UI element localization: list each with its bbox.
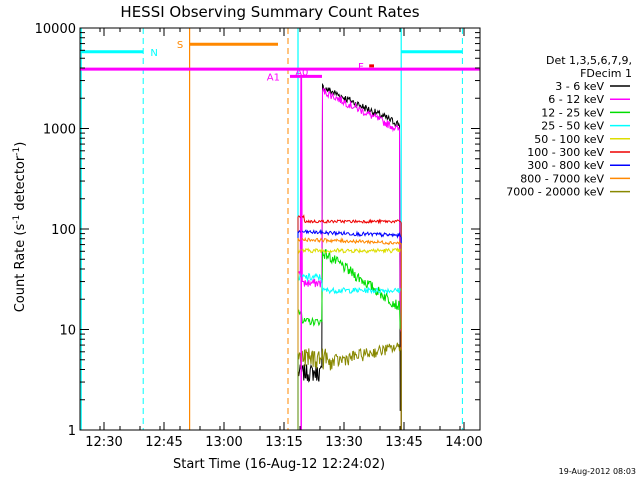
flag-label-n: N xyxy=(150,48,157,59)
series-line-2 xyxy=(297,249,402,330)
y-tick-label-1: 10 xyxy=(59,324,76,339)
x-tick-label-3: 13:15 xyxy=(265,435,302,450)
series-line-3 xyxy=(297,272,402,295)
series-line-1 xyxy=(297,77,402,333)
axes-layer: 12:30 12:45 13:00 13:15 13:30 13:45 14:00 1 10 10… xyxy=(35,22,483,450)
y-tick-label-4: 10000 xyxy=(35,22,76,37)
y-tick-label-3: 1000 xyxy=(43,123,76,138)
x-tick-label-0: 12:30 xyxy=(85,435,122,450)
plot-area xyxy=(80,28,463,430)
y-axis-label: Count Rate (s-1 detector-1) xyxy=(12,142,28,313)
flag-label-s: S xyxy=(177,40,183,51)
legend-label-2: 12 - 25 keV xyxy=(541,106,604,119)
series-layer xyxy=(297,77,402,430)
flag-label-a1: A1 xyxy=(267,72,280,83)
y-axis-label-a: Count Rate (s xyxy=(13,224,28,313)
chart-title: HESSI Observing Summary Count Rates xyxy=(120,3,419,21)
legend-header-1: FDecim 1 xyxy=(580,67,632,80)
x-tick-label-2: 13:00 xyxy=(205,435,242,450)
series-line-8 xyxy=(297,342,402,371)
x-tick-label-4: 13:30 xyxy=(325,435,362,450)
series-line-7 xyxy=(297,236,402,246)
plot-frame xyxy=(79,27,481,431)
x-tick-label-5: 13:45 xyxy=(385,435,422,450)
legend-label-0: 3 - 6 keV xyxy=(555,80,604,93)
legend-header-0: Det 1,3,5,6,7,9, xyxy=(546,54,632,67)
legend-label-4: 50 - 100 keV xyxy=(534,133,604,146)
y-tick-label-2: 100 xyxy=(51,223,76,238)
y-axis-label-sup1: -1 xyxy=(12,215,22,224)
timestamp: 19-Aug-2012 08:03 xyxy=(559,467,636,476)
flag-layer: N S A1 A0 F xyxy=(80,40,480,430)
series-line-6 xyxy=(297,228,402,239)
y-tick-label-0: 1 xyxy=(68,424,76,439)
legend-label-1: 6 - 12 keV xyxy=(548,93,604,106)
legend-label-5: 100 - 300 keV xyxy=(527,146,604,159)
y-axis-label-sup2: -1 xyxy=(12,147,22,156)
x-tick-label-1: 12:45 xyxy=(145,435,182,450)
x-axis-label: Start Time (16-Aug-12 12:24:02) xyxy=(173,457,385,472)
legend-label-8: 7000 - 20000 keV xyxy=(506,186,604,199)
series-line-5 xyxy=(297,214,402,225)
series-line-4 xyxy=(297,247,401,254)
y-axis-label-b: detector xyxy=(13,155,28,215)
flag-label-a0: A0 xyxy=(295,67,308,78)
series-line-0 xyxy=(297,82,402,411)
legend-label-6: 300 - 800 keV xyxy=(527,159,604,172)
legend-label-7: 800 - 7000 keV xyxy=(520,172,604,185)
y-axis-label-c: ) xyxy=(13,142,28,147)
x-tick-label-6: 14:00 xyxy=(445,435,482,450)
legend-label-3: 25 - 50 keV xyxy=(541,120,604,133)
flag-label-f: F xyxy=(358,62,364,73)
